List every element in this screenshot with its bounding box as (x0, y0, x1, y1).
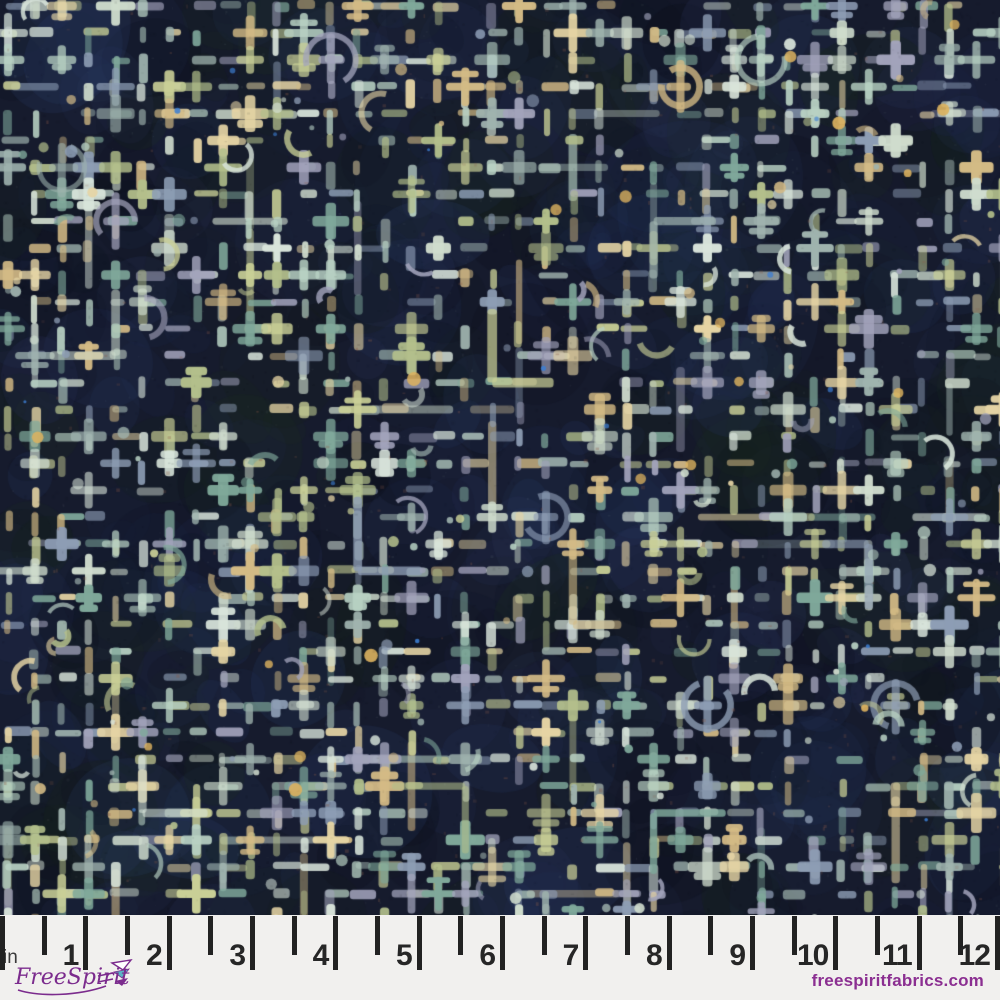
fabric-swatch (0, 0, 1000, 915)
ruler-inch-tick-12 (995, 916, 1000, 970)
ruler-inch-tick-6 (500, 916, 505, 970)
ruler-inch-tick-0 (0, 916, 5, 970)
ruler-number-8: 8 (645, 939, 663, 972)
logo-kite-triangle-bottom (115, 978, 128, 986)
ruler-number-11: 11 (881, 939, 913, 972)
ruler-inch-tick-11 (916, 916, 922, 970)
ruler-half-tick (375, 916, 380, 955)
ruler-half-tick (125, 916, 130, 955)
ruler-half-tick (41, 916, 47, 955)
ruler-number-10: 10 (796, 939, 829, 972)
ruler-number-3: 3 (229, 939, 246, 972)
ruler-inch-tick-5 (416, 916, 422, 970)
ruler-inch-tick-7 (583, 916, 589, 970)
ruler-unit-label: in (3, 947, 18, 968)
ruler-inch-tick-2 (166, 916, 172, 970)
ruler-inch-tick-10 (833, 916, 839, 970)
freespirit-logo: FreeSpirit (14, 959, 133, 996)
ruler-inch-tick-3 (250, 916, 255, 970)
ruler-half-tick (708, 916, 714, 955)
ruler-number-6: 6 (479, 939, 496, 972)
ruler-inch-tick-9 (750, 916, 755, 970)
logo-kite-line (97, 972, 114, 977)
ruler-half-tick (208, 916, 214, 955)
ruler-half-tick (958, 916, 964, 955)
ruler-half-tick (458, 916, 464, 955)
ruler-half-tick (875, 916, 880, 955)
ruler-half-tick (291, 916, 297, 955)
ruler-inch-tick-1 (83, 916, 89, 970)
ruler-number-2: 2 (145, 939, 163, 972)
ruler-inch-tick-8 (666, 916, 672, 970)
logo-kite-triangle-middle (113, 968, 130, 979)
ruler-inch-tick-4 (333, 916, 339, 970)
freespirit-logo-text: FreeSpirit (14, 965, 130, 990)
logo-kite-triangle-top (110, 959, 133, 971)
website-url: freespiritfabrics.com (811, 971, 984, 990)
ruler-number-1: 1 (62, 939, 80, 972)
ruler-number-12: 12 (958, 939, 991, 972)
ruler: in 1 2 3 4 5 6 7 8 9 10 11 12 FreeSpirit freespirit… (0, 915, 1000, 1000)
logo-kite-line (97, 978, 114, 983)
logo-swash (17, 985, 107, 996)
ruler-number-4: 4 (312, 939, 330, 972)
ruler-number-5: 5 (395, 939, 413, 972)
ruler-number-9: 9 (729, 939, 746, 972)
ruler-number-7: 7 (562, 939, 580, 972)
ruler-half-tick (625, 916, 630, 955)
ruler-half-tick (541, 916, 547, 955)
ruler-half-tick (791, 916, 797, 955)
